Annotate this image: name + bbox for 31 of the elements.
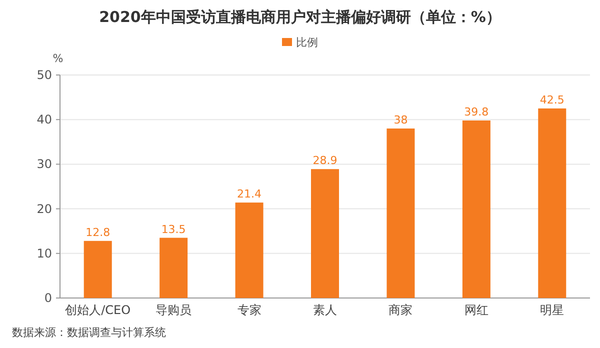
data-label: 12.8 xyxy=(86,226,110,239)
bar xyxy=(386,128,415,298)
x-tick-label: 明星 xyxy=(540,303,564,317)
bar xyxy=(538,108,566,298)
y-tick-label: 20 xyxy=(36,202,52,216)
x-tick-label: 商家 xyxy=(388,303,413,317)
y-tick-label: 40 xyxy=(36,112,52,127)
chart-title: 2020年中国受访直播电商用户对主播偏好调研（单位：%） xyxy=(99,8,501,26)
data-label: 28.9 xyxy=(312,154,338,168)
data-label: 38 xyxy=(394,114,408,127)
data-label: 21.4 xyxy=(237,188,262,201)
x-tick-label: 素人 xyxy=(313,303,337,317)
data-label: 39.8 xyxy=(464,105,489,118)
y-tick-label: 10 xyxy=(36,246,52,260)
source-note: 数据来源：数据调查与计算系统 xyxy=(12,326,166,339)
x-tick-label: 导购员 xyxy=(156,303,192,317)
bar xyxy=(311,169,339,298)
y-tick-label: 30 xyxy=(36,157,52,172)
bar xyxy=(84,240,112,298)
y-axis-title: % xyxy=(52,52,64,65)
data-label: 13.5 xyxy=(161,222,186,236)
legend-label: 比例 xyxy=(296,36,318,49)
x-tick-label: 专家 xyxy=(237,303,262,317)
x-tick-label: 创始人/CEO xyxy=(65,303,131,317)
x-tick-label: 网红 xyxy=(464,303,488,317)
y-tick-label: 0 xyxy=(44,291,52,305)
bar xyxy=(462,120,490,298)
bar xyxy=(235,202,264,298)
bar xyxy=(160,238,188,298)
data-label: 42.5 xyxy=(540,93,564,106)
y-tick-label: 50 xyxy=(36,68,52,82)
